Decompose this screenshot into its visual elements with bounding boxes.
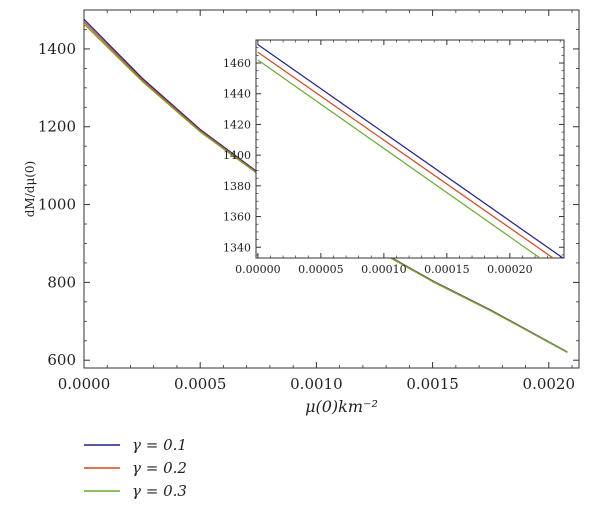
x-tick-label: 0.0010: [290, 375, 343, 393]
inset-series-line-1: [257, 44, 564, 258]
inset-y-tick-label: 1440: [223, 88, 251, 101]
x-tick-label: 0.0020: [523, 375, 576, 393]
legend: γ = 0.1 γ = 0.2 γ = 0.3: [84, 436, 187, 500]
y-axis-title: dM/dμ(0): [23, 161, 37, 218]
plot-frame: [83, 9, 580, 369]
inset-x-tick-label: 0.00020: [487, 263, 533, 276]
y-tick-label: 1000: [38, 196, 76, 214]
x-axis-title: μ(0)km⁻²: [305, 397, 378, 416]
inset-y-tick-label: 1400: [223, 149, 251, 162]
y-tick-label: 800: [47, 273, 76, 291]
inset-y-tick-label: 1360: [223, 211, 251, 224]
y-tick-label: 1200: [38, 118, 76, 136]
y-tick-label: 600: [47, 351, 76, 369]
inset-y-tick-label: 1460: [223, 57, 251, 70]
legend-label-1: γ = 0.1: [132, 436, 187, 454]
inset-series-line-2: [257, 51, 555, 258]
legend-label-2: γ = 0.2: [132, 459, 187, 477]
inset-x-tick-label: 0.00010: [361, 263, 407, 276]
legend-label-3: γ = 0.3: [132, 482, 187, 500]
inset-x-tick-label: 0.00015: [424, 263, 470, 276]
inset-x-tick-label: 0.00005: [298, 263, 344, 276]
inset-y-tick-label: 1420: [223, 118, 251, 131]
inset-y-tick-label: 1380: [223, 180, 251, 193]
inset-series-line-3: [257, 59, 541, 258]
x-tick-label: 0.0005: [174, 375, 227, 393]
y-tick-label: 1400: [38, 40, 76, 58]
inset-x-tick-label: 0.00000: [235, 263, 281, 276]
inset-frame: [255, 39, 565, 259]
x-tick-label: 0.0000: [58, 375, 111, 393]
x-tick-label: 0.0015: [406, 375, 459, 393]
inset-y-tick-label: 1340: [223, 241, 251, 254]
inset-plot: 0.00000 0.00005 0.00010 0.00015 0.00020 1340 1…: [223, 39, 565, 276]
